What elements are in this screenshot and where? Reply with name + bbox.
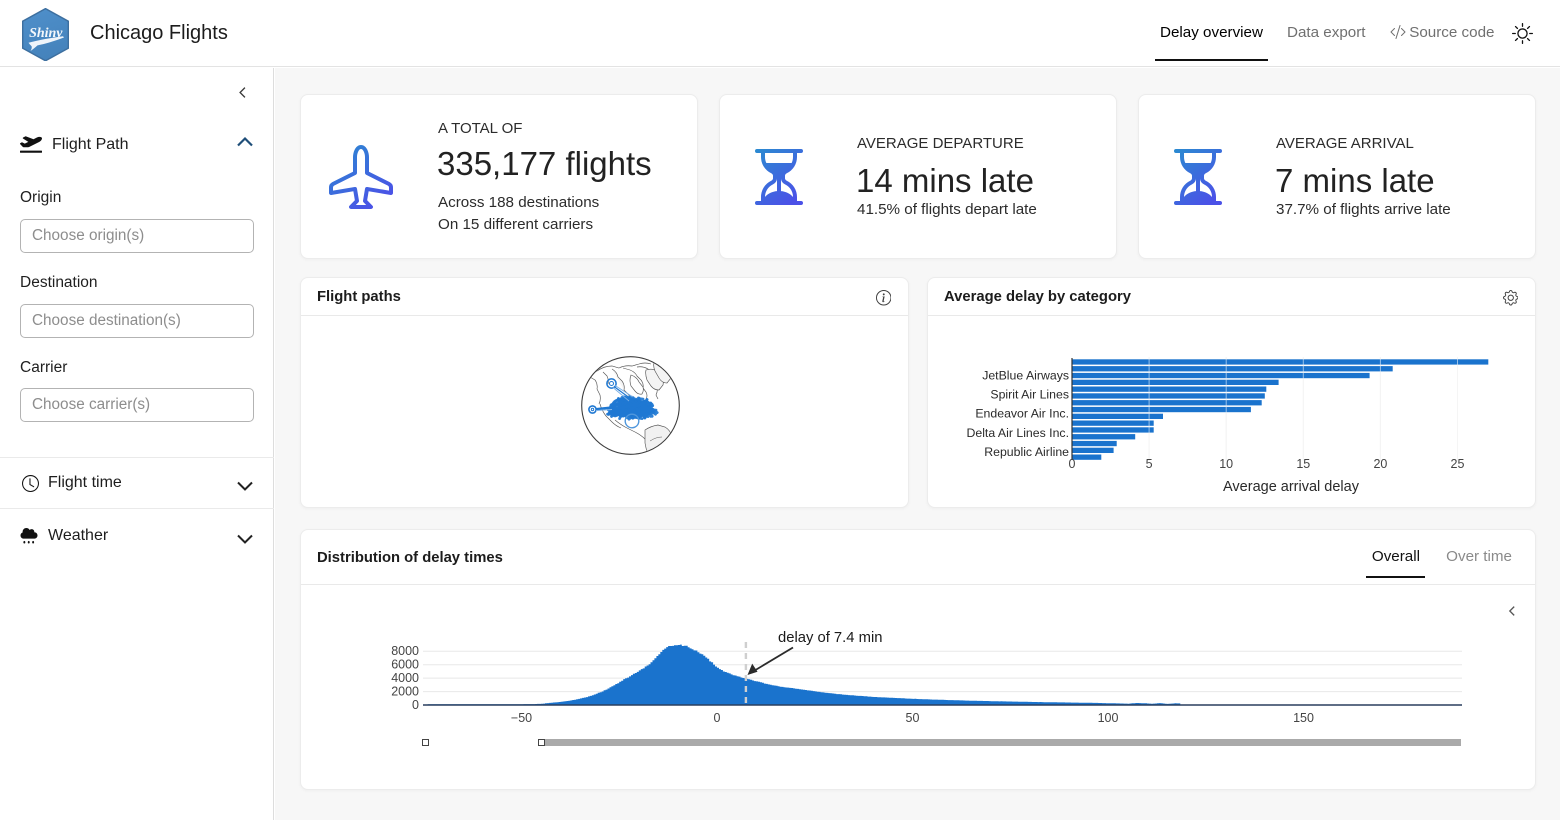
svg-text:20: 20 — [1373, 457, 1387, 471]
svg-text:50: 50 — [906, 711, 920, 725]
svg-text:Spirit Air Lines: Spirit Air Lines — [990, 388, 1069, 402]
svg-text:150: 150 — [1293, 711, 1314, 725]
svg-text:0: 0 — [412, 698, 419, 712]
svg-text:Republic Airline: Republic Airline — [984, 445, 1069, 459]
svg-text:0: 0 — [714, 711, 721, 725]
svg-text:Endeavor Air Inc.: Endeavor Air Inc. — [975, 407, 1069, 421]
svg-text:4000: 4000 — [391, 671, 419, 685]
svg-text:0: 0 — [1069, 457, 1076, 471]
svg-text:25: 25 — [1451, 457, 1465, 471]
svg-text:5: 5 — [1146, 457, 1153, 471]
svg-text:6000: 6000 — [391, 658, 419, 672]
svg-text:Average arrival delay: Average arrival delay — [1223, 479, 1360, 495]
svg-text:2000: 2000 — [391, 685, 419, 699]
svg-text:Delta Air Lines Inc.: Delta Air Lines Inc. — [966, 426, 1069, 440]
svg-text:Shiny: Shiny — [29, 26, 63, 41]
svg-text:8000: 8000 — [391, 644, 419, 658]
svg-text:JetBlue Airways: JetBlue Airways — [982, 369, 1069, 383]
svg-text:15: 15 — [1296, 457, 1310, 471]
svg-text:delay of 7.4 min: delay of 7.4 min — [778, 630, 882, 646]
svg-text:−50: −50 — [511, 711, 532, 725]
svg-text:100: 100 — [1098, 711, 1119, 725]
svg-text:10: 10 — [1219, 457, 1233, 471]
